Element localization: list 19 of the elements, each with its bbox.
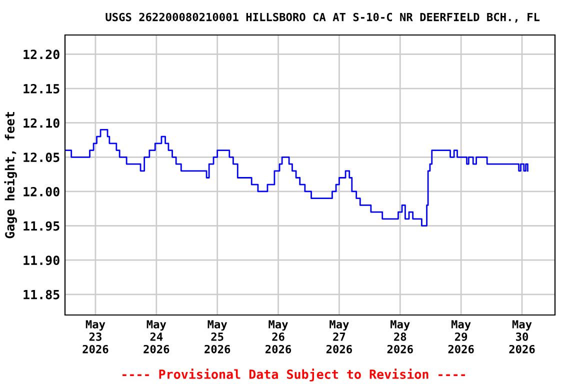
y-tick-label: 12.05 xyxy=(24,152,60,162)
y-axis-title: Gage height, feet xyxy=(4,112,17,238)
y-tick-label: 11.90 xyxy=(24,256,60,266)
x-tick-label: May 25 2026 xyxy=(204,320,230,354)
y-tick-label: 12.00 xyxy=(24,186,60,196)
chart-title: USGS 262200080210001 HILLSBORO CA AT S-10-C NR DEERFIELD BCH., FL xyxy=(106,12,540,23)
y-tick-label: 12.15 xyxy=(24,84,60,94)
y-tick-label: 12.10 xyxy=(24,118,60,128)
y-tick-label: 11.95 xyxy=(24,221,60,231)
x-tick-label: May 23 2026 xyxy=(82,320,108,354)
x-tick-label: May 29 2026 xyxy=(448,320,474,354)
x-tick-label: May 26 2026 xyxy=(266,320,292,354)
x-tick-label: May 27 2026 xyxy=(326,320,352,354)
x-tick-label: May 30 2026 xyxy=(509,320,535,354)
x-tick-label: May 28 2026 xyxy=(387,320,413,354)
y-tick-label: 11.85 xyxy=(24,290,60,300)
text: ---- Provisional Data Subject to Revision ---- xyxy=(122,368,466,382)
y-tick-label: 12.20 xyxy=(24,50,60,60)
x-tick-label: May 24 2026 xyxy=(144,320,170,354)
